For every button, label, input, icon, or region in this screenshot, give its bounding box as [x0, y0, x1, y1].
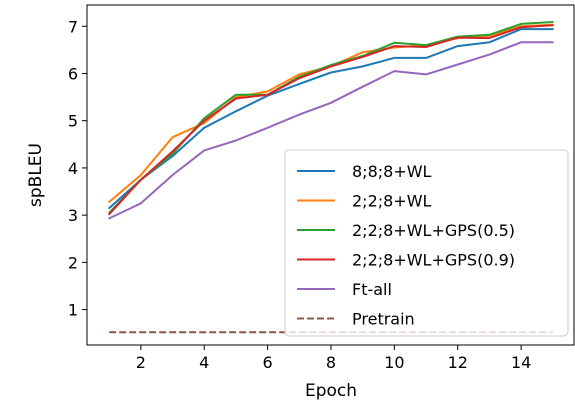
y-tick-label: 6 — [68, 64, 78, 83]
legend-label-6: Pretrain — [352, 310, 415, 329]
y-tick-label: 3 — [68, 206, 78, 225]
x-tick-label: 4 — [199, 353, 209, 372]
y-axis: 1 2 3 4 5 6 7 — [68, 17, 87, 320]
y-tick-label: 7 — [68, 17, 78, 36]
series-line-4 — [108, 24, 554, 216]
series-line-5 — [108, 41, 554, 220]
legend: 8;8;8+WL 2;2;8+WL 2;2;8+WL+GPS(0.5) 2;2;8+W… — [284, 149, 569, 337]
x-tick-label: 2 — [136, 353, 146, 372]
y-tick-label: 4 — [68, 159, 78, 178]
legend-label-5: Ft-all — [352, 280, 392, 299]
legend-box — [284, 149, 569, 337]
x-axis: 2 4 6 8 10 12 14 — [136, 345, 531, 372]
x-tick-label: 12 — [448, 353, 468, 372]
legend-label-1: 8;8;8+WL — [352, 162, 432, 181]
series-line-1 — [108, 28, 554, 210]
x-tick-label: 14 — [511, 353, 531, 372]
y-tick-label: 2 — [68, 253, 78, 272]
y-axis-title: spBLEU — [26, 143, 46, 207]
x-axis-title: Epoch — [305, 381, 357, 401]
x-tick-label: 10 — [384, 353, 404, 372]
x-tick-label: 6 — [263, 353, 273, 372]
legend-label-4: 2;2;8+WL+GPS(0.9) — [352, 251, 515, 270]
x-tick-label: 8 — [326, 353, 336, 372]
legend-label-2: 2;2;8+WL — [352, 192, 432, 211]
y-tick-label: 5 — [68, 112, 78, 131]
y-tick-label: 1 — [68, 301, 78, 320]
legend-label-3: 2;2;8+WL+GPS(0.5) — [352, 221, 515, 240]
